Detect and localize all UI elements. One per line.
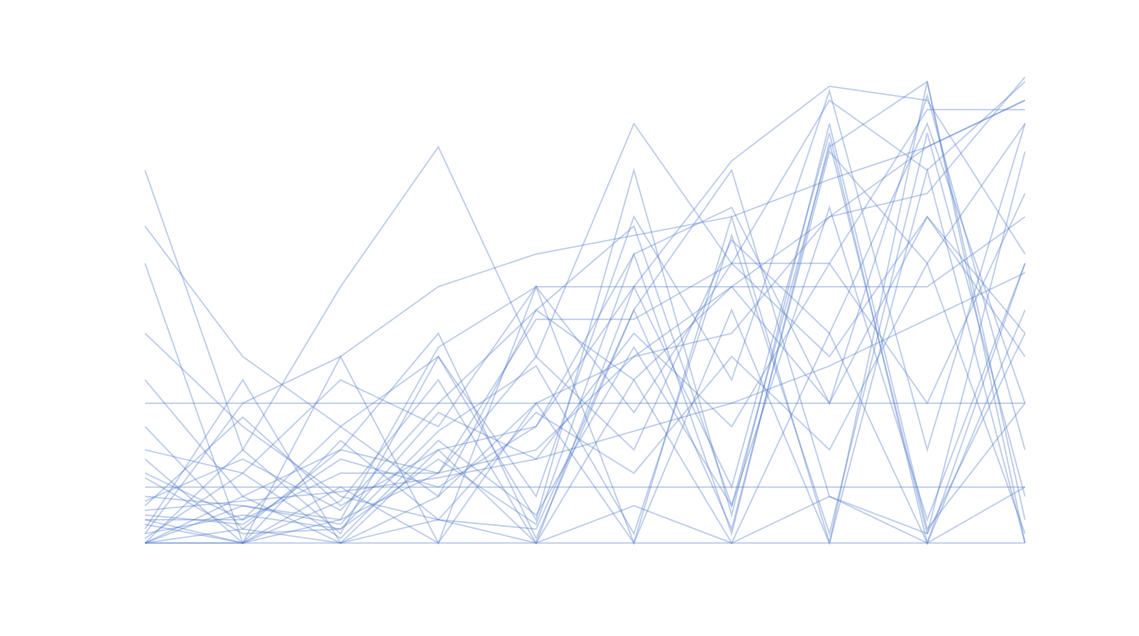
series-line (144, 85, 1026, 507)
series-line (144, 121, 1026, 498)
series-line (144, 142, 1026, 537)
series-line (144, 486, 1026, 544)
series-line (144, 132, 1026, 537)
series-line (145, 99, 1026, 544)
series-line (144, 167, 1026, 546)
series-line (144, 205, 1026, 540)
series-line (144, 123, 1026, 544)
series-line (144, 168, 1026, 535)
series-line (144, 81, 1026, 546)
series-line (144, 215, 1026, 474)
series-line (144, 81, 1026, 452)
series-line (144, 132, 1026, 546)
series-line (144, 80, 1026, 544)
series-line (145, 108, 1025, 521)
series-line (144, 93, 1026, 526)
series-line (144, 88, 1026, 521)
series-line (144, 193, 1026, 544)
series-line (144, 215, 1026, 512)
series-line (144, 272, 1026, 512)
series-line (144, 123, 1026, 545)
series-line (144, 263, 1026, 545)
series-line (144, 76, 1026, 498)
series-line (144, 149, 1026, 541)
series-line (144, 99, 1026, 535)
series-line (144, 216, 1026, 521)
